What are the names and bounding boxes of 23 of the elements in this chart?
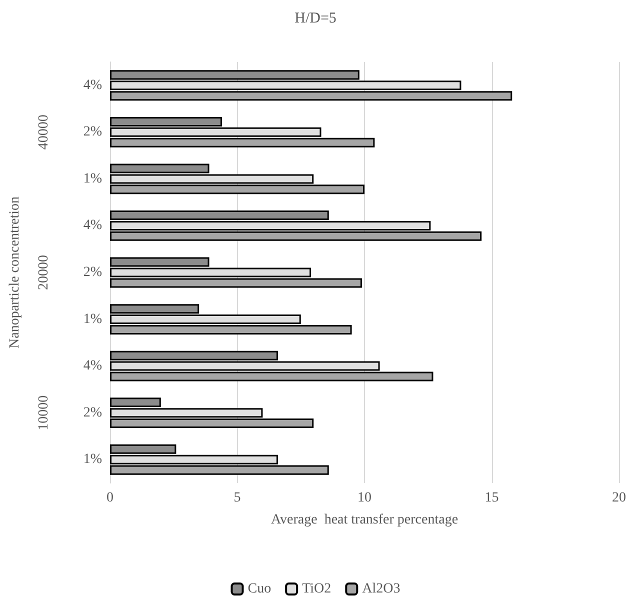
x-tick-label: 15 bbox=[484, 490, 499, 506]
legend-label: TiO2 bbox=[302, 582, 332, 596]
x-tick-label: 0 bbox=[106, 490, 114, 506]
y-tick-label: 1% bbox=[83, 312, 102, 327]
y-tick-label: 4% bbox=[83, 218, 102, 234]
y-tick-label: 4% bbox=[83, 78, 102, 93]
y-tick-label: 2% bbox=[83, 124, 102, 140]
y-tick-label: 2% bbox=[83, 405, 102, 420]
x-axis-title: Average heat transfer percentage bbox=[270, 512, 458, 528]
y-tick-label: 2% bbox=[83, 265, 102, 280]
text: 10000 bbox=[36, 395, 52, 430]
text: 20000 bbox=[36, 255, 52, 290]
y-tick-label: 1% bbox=[83, 171, 102, 186]
x-tick-label: 10 bbox=[358, 490, 372, 506]
chart-title: H/D=5 bbox=[294, 10, 336, 26]
y-axis-title: Nanoparticle concentretion bbox=[8, 196, 22, 348]
x-tick-label: 20 bbox=[612, 490, 626, 506]
y-tick-label: 4% bbox=[83, 358, 102, 374]
legend-label: Al2O3 bbox=[362, 582, 400, 596]
y-tick-label: 1% bbox=[83, 452, 102, 468]
x-tick-label: 5 bbox=[234, 490, 241, 506]
text: 40000 bbox=[36, 114, 52, 150]
legend-label: Cuo bbox=[248, 582, 272, 596]
